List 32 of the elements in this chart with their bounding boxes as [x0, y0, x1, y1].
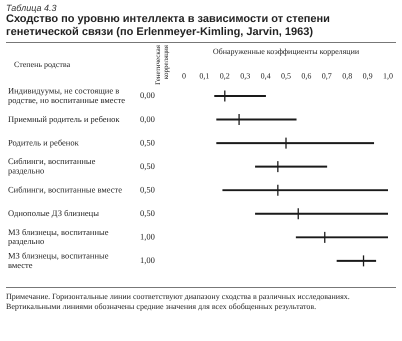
text: Таблица 4.3 [6, 3, 58, 13]
y-tick-label: Индивидуумы, не состоящие в родстве, но воспитанные вместе [8, 86, 126, 105]
x-tick-label: 0,2 [220, 71, 230, 80]
y-tick-label: Однополые ДЗ близнецы [8, 208, 100, 218]
y2-tick-label: 1,00 [140, 255, 155, 266]
x-tick-label: 0,8 [342, 71, 352, 80]
y2-tick-label: 0,50 [140, 160, 155, 171]
y-tick-label: Сиблинги, воспитанные раздельно [8, 156, 96, 176]
y-tick-label: МЗ близнецы, воспитанные вместе [8, 250, 109, 270]
y-tick-label: МЗ близнецы, воспитанные раздельно [8, 226, 109, 246]
x-axis-title: Обнаруженные коэффициенты корреляции [212, 46, 360, 56]
x-tick-label: 0,3 [240, 71, 250, 80]
x-tick-label: 0,1 [199, 71, 210, 80]
y2-tick-label: 0,00 [140, 90, 155, 100]
x-tick-label: 0,7 [322, 71, 332, 80]
y2-tick-label: 0,50 [140, 137, 155, 148]
text: Примечание. Горизонтальные линии соответствуют диапазону сходства в различных исследованиях. Вертикальными линиями обозначены средние значения для всех обобщенных результатов. [6, 287, 396, 312]
y-tick-label: Родитель и ребенок [8, 137, 80, 148]
x-tick-label: 1,0 [383, 71, 393, 80]
x-tick-label: 0,6 [301, 71, 312, 80]
y-tick-label: Приемный родитель и ребенок [8, 114, 120, 124]
y2-tick-label: 1,00 [140, 232, 155, 242]
x-tick-label: 0 [182, 71, 186, 80]
y2-tick-label: 0,50 [140, 208, 155, 218]
y2-tick-label: 0,00 [140, 114, 155, 124]
x-tick-label: 0,4 [260, 71, 271, 80]
y-axis-title: Степень родства [14, 60, 71, 70]
x-tick-label: 0,9 [362, 71, 373, 80]
x-tick-label: 0,5 [281, 71, 291, 80]
chart-title: Сходство по уровню интеллекта в зависимости от степени генетической связи (по Erlenmeyer-Kimling, Jarvin, 1963) [6, 13, 396, 43]
y2-tick-label: 0,50 [140, 184, 155, 194]
y-tick-label: Сиблинги, воспитанные вместе [8, 184, 122, 194]
